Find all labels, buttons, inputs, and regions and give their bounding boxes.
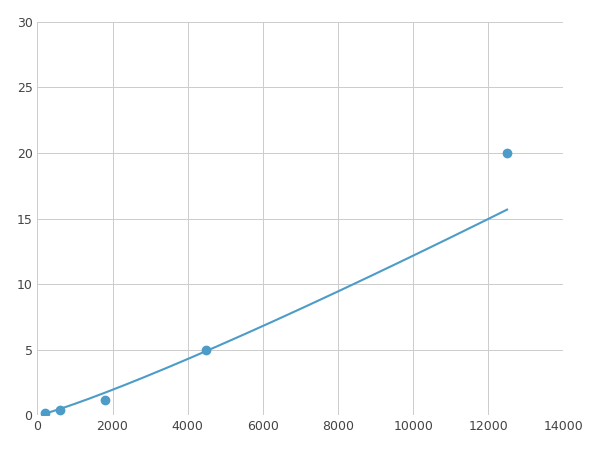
Point	[40, 409, 50, 416]
Point	[100, 396, 110, 403]
Point	[502, 149, 512, 157]
Point	[55, 407, 65, 414]
Point	[202, 346, 211, 353]
